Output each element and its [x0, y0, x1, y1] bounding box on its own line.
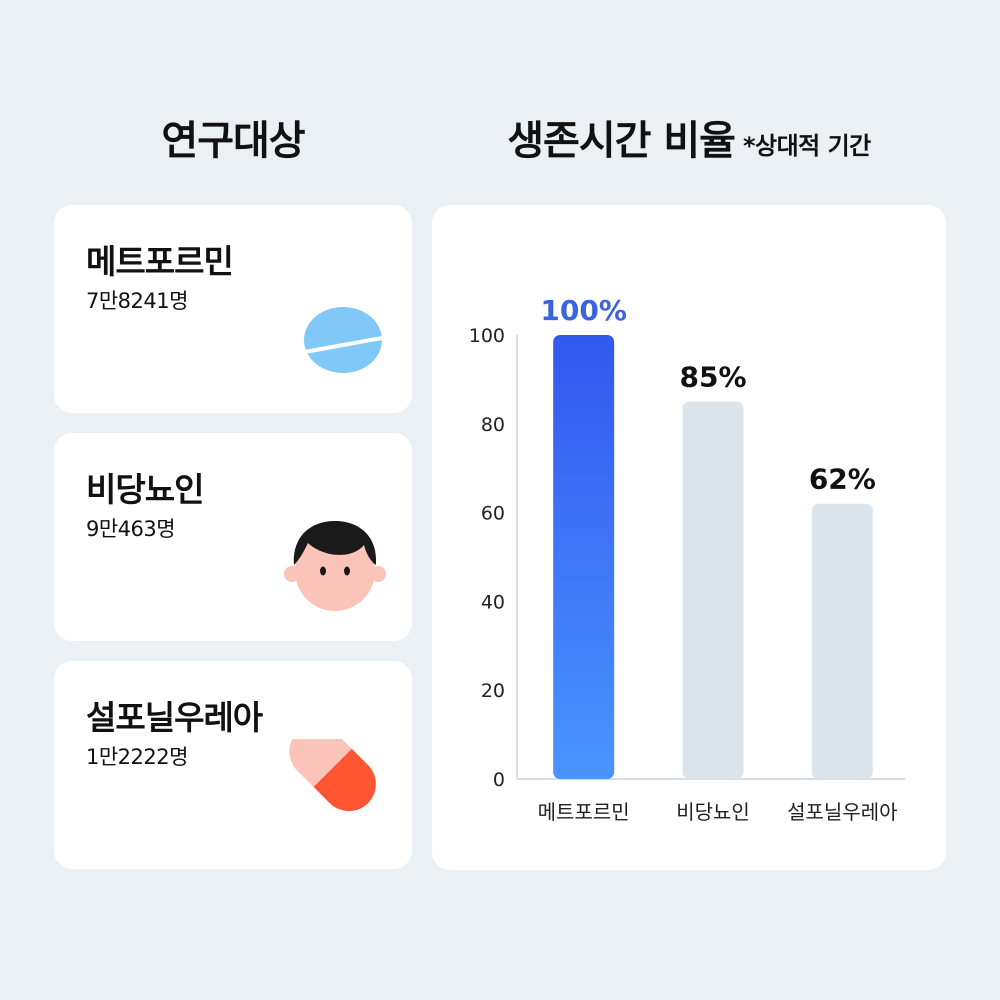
pill-tablet-icon: [304, 307, 382, 373]
bar-chart: 0 20 40 60 80 100 100% 메트포르민 85% 비당뇨인 62% 설포닐우레아: [469, 294, 905, 824]
subject-card-nondiabetic: 비당뇨인 9만463명: [54, 433, 412, 641]
y-tick-label: 40: [481, 591, 505, 613]
capsule-icon: [289, 739, 376, 812]
x-category-label: 비당뇨인: [676, 800, 750, 824]
bar: [682, 401, 744, 779]
ratio-title: 생존시간 비율: [507, 118, 736, 164]
subject-card-metformin: 메트포르민 7만8241명: [54, 205, 412, 413]
subject-count: 1만2222명: [86, 745, 188, 769]
y-tick-label: 100: [469, 325, 505, 347]
person-face-icon: [284, 521, 386, 611]
x-category-label: 메트포르민: [538, 800, 630, 824]
subject-count: 7만8241명: [86, 289, 188, 313]
y-tick-label: 60: [481, 503, 505, 525]
survival-ratio-chart: 0 20 40 60 80 100 100% 메트포르민 85% 비당뇨인 62% 설포닐우레아: [432, 205, 946, 870]
y-tick-label: 0: [493, 769, 505, 791]
x-category-label: 설포닐우레아: [787, 800, 897, 824]
y-tick-label: 80: [481, 414, 505, 436]
y-tick-label: 20: [481, 680, 505, 702]
bar-data-label: 62%: [809, 463, 876, 496]
bar: [811, 503, 873, 779]
subject-count: 9만463명: [86, 517, 176, 541]
subjects-heading: 연구대상: [161, 118, 305, 164]
subject-name: 메트포르민: [86, 242, 234, 281]
subject-name: 설포닐우레아: [86, 698, 263, 737]
bar-data-label: 85%: [679, 361, 746, 394]
ratio-heading: 생존시간 비율 *상대적 기간: [432, 108, 946, 166]
bar: [553, 335, 615, 779]
bar-data-label: 100%: [540, 294, 627, 327]
ratio-note: *상대적 기간: [742, 132, 871, 160]
subject-name: 비당뇨인: [86, 470, 204, 509]
subject-card-sulfonylurea: 설포닐우레아 1만2222명: [54, 661, 412, 869]
